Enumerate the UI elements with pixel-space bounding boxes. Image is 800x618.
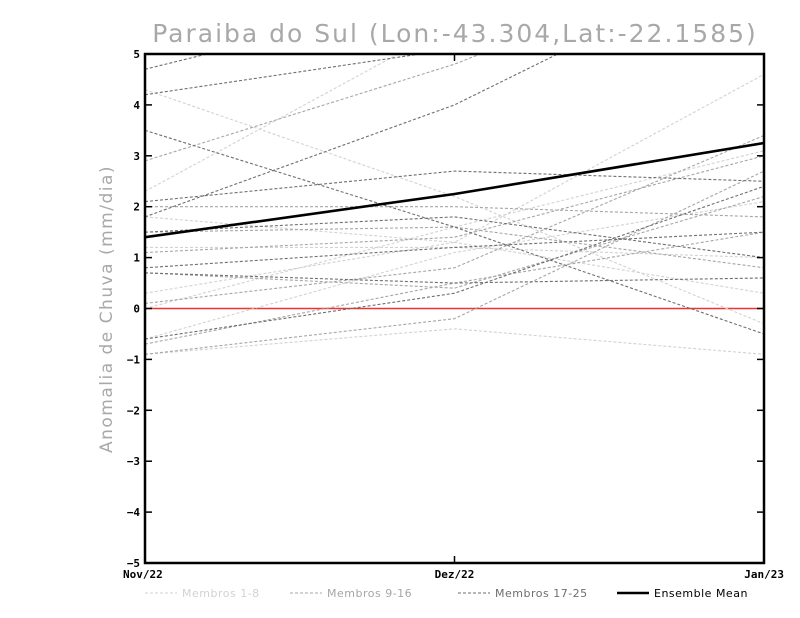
y-tick-label: −3 [127, 455, 140, 468]
member-series-line [145, 328, 764, 355]
member-series-line [145, 170, 764, 355]
member-series-line [145, 231, 764, 269]
series-layer [145, 54, 764, 355]
y-tick-label: −5 [127, 557, 140, 570]
y-tick-label: −1 [127, 353, 141, 366]
chart-title: Paraiba do Sul (Lon:-43.304,Lat:-22.1585… [152, 19, 758, 48]
legend: Membros 1-8 Membros 9-16 Membros 17-25 Ense… [145, 587, 748, 600]
member-series-line [145, 195, 764, 289]
y-tick-label: 4 [133, 99, 140, 112]
y-tick-label: −4 [127, 506, 141, 519]
member-series-line [145, 170, 764, 203]
member-series-line [145, 272, 764, 284]
member-series-line [145, 73, 764, 294]
x-tick-label: Jan/23 [744, 568, 784, 581]
legend-label: Membros 9-16 [327, 587, 412, 600]
member-series-line [145, 185, 764, 340]
y-tick-label: 3 [133, 150, 140, 163]
member-series-line [145, 134, 764, 304]
member-series-line [145, 155, 764, 254]
y-tick-label: 1 [133, 252, 140, 265]
legend-label: Ensemble Mean [654, 587, 748, 600]
y-tick-label: 0 [133, 303, 140, 316]
y-tick-label: 2 [133, 201, 140, 214]
member-series-line [145, 206, 764, 218]
member-series-line [145, 129, 764, 335]
legend-label: Membros 1-8 [182, 587, 260, 600]
y-tick-label: −2 [127, 404, 140, 417]
ensemble-mean-line [145, 141, 764, 239]
member-series-line [145, 150, 764, 310]
y-tick-label: 5 [133, 48, 140, 61]
x-tick-label: Nov/22 [123, 568, 163, 581]
axes-layer: −5 −4 −3 −2 −1 0 1 2 3 4 5 Nov/22 Dez/22 Jan/23 [123, 48, 784, 581]
member-series-line [145, 89, 764, 325]
x-tick-label: Dez/22 [435, 568, 475, 581]
member-series-line [145, 201, 764, 340]
y-axis-label: Anomalia de Chuva (mm/dia) [97, 165, 117, 453]
member-series-line [145, 226, 764, 269]
member-series-line [145, 231, 764, 345]
member-series-line [145, 216, 764, 294]
member-series-line [145, 216, 764, 259]
legend-label: Membros 17-25 [495, 587, 588, 600]
member-series-line [145, 54, 400, 192]
